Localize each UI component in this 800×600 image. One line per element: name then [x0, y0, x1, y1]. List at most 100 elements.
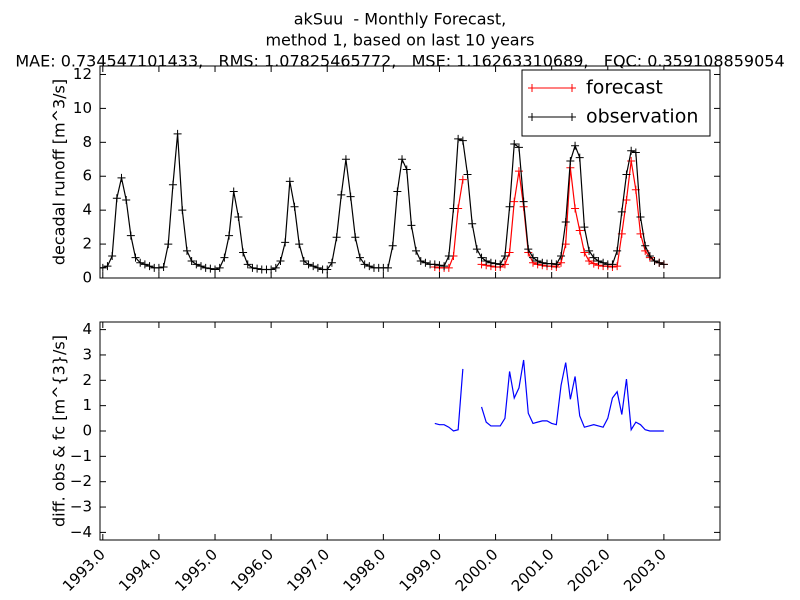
data-point: [641, 241, 650, 250]
data-point: [365, 262, 374, 271]
y-tick-label: 12: [73, 65, 92, 83]
data-point: [613, 262, 622, 271]
legend-box: [521, 69, 711, 137]
data-point: [580, 223, 589, 232]
data-point: [636, 212, 645, 221]
data-point: [243, 260, 252, 269]
data-point: [299, 257, 308, 266]
data-point: [449, 204, 458, 213]
data-point: [117, 173, 126, 182]
plot-area: [100, 129, 668, 274]
data-point: [360, 260, 369, 269]
data-point: [444, 251, 453, 260]
data-point: [561, 218, 570, 227]
data-point: [388, 241, 397, 250]
data-point: [430, 260, 439, 269]
data-point: [454, 134, 463, 143]
data-point: [631, 148, 640, 157]
legend-marker: [528, 113, 536, 121]
data-point: [220, 253, 229, 262]
y-tick-label: 6: [82, 167, 92, 185]
legend-marker: [568, 84, 576, 92]
data-point: [192, 260, 201, 269]
data-point: [271, 263, 280, 272]
data-point: [112, 194, 121, 203]
data-point: [547, 259, 556, 268]
legend-marker: [528, 84, 536, 92]
data-point: [655, 258, 664, 267]
data-point: [416, 257, 425, 266]
data-point: [126, 231, 135, 240]
data-point: [505, 248, 514, 257]
data-point: [206, 264, 215, 273]
data-point: [103, 262, 112, 271]
data-point: [510, 140, 519, 149]
data-point: [398, 155, 407, 164]
data-point: [580, 248, 589, 257]
data-point: [290, 202, 299, 211]
data-point: [327, 258, 336, 267]
data-point: [468, 219, 477, 228]
data-point: [589, 253, 598, 262]
y-tick-label: 0: [82, 422, 92, 440]
legend-label: forecast: [586, 77, 663, 99]
y-tick-label: −4: [70, 523, 92, 541]
data-point: [477, 253, 486, 262]
data-point: [486, 258, 495, 267]
legend-marker: [568, 113, 576, 121]
data-point: [528, 253, 537, 262]
data-point: [239, 248, 248, 257]
data-point: [168, 180, 177, 189]
data-point: [458, 136, 467, 145]
data-point: [196, 262, 205, 271]
data-point: [585, 246, 594, 255]
y-tick-label: 2: [82, 371, 92, 389]
data-point: [412, 246, 421, 255]
data-point: [313, 263, 322, 272]
data-point: [557, 258, 566, 267]
y-tick-label: 8: [82, 133, 92, 151]
y-axis-label: decadal runoff [m^3/s]: [50, 79, 69, 265]
y-tick-label: −1: [70, 447, 92, 465]
data-point: [281, 238, 290, 247]
data-point: [140, 260, 149, 269]
data-point: [384, 263, 393, 272]
data-point: [627, 146, 636, 155]
data-point: [341, 155, 350, 164]
data-point: [159, 262, 168, 271]
data-point: [154, 263, 163, 272]
data-point: [337, 190, 346, 199]
data-point: [402, 165, 411, 174]
axes-frame: [99, 321, 721, 541]
series-line: [434, 359, 664, 432]
data-point: [496, 260, 505, 269]
data-point: [575, 153, 584, 162]
data-point: [514, 167, 523, 176]
data-point: [617, 207, 626, 216]
data-point: [519, 197, 528, 206]
data-point: [295, 240, 304, 249]
data-point: [108, 251, 117, 260]
data-point: [491, 259, 500, 268]
data-point: [524, 245, 533, 254]
data-point: [477, 260, 486, 269]
data-point: [552, 260, 561, 269]
y-tick-label: 2: [82, 235, 92, 253]
data-point: [575, 226, 584, 235]
data-point: [599, 258, 608, 267]
data-point: [164, 240, 173, 249]
data-point: [514, 143, 523, 152]
data-point: [566, 156, 575, 165]
chart-title: akSuu - Monthly Forecast,: [294, 10, 506, 29]
data-point: [229, 187, 238, 196]
data-point: [608, 260, 617, 269]
data-point: [421, 258, 430, 267]
chart-subtitle: method 1, based on last 10 years: [265, 31, 534, 50]
data-point: [650, 257, 659, 266]
data-point: [407, 221, 416, 230]
data-point: [500, 251, 509, 260]
data-point: [585, 257, 594, 266]
data-point: [659, 260, 668, 269]
chart-subtitle: MAE: 0.734547101433, RMS: 1.07825465772,…: [15, 52, 784, 71]
